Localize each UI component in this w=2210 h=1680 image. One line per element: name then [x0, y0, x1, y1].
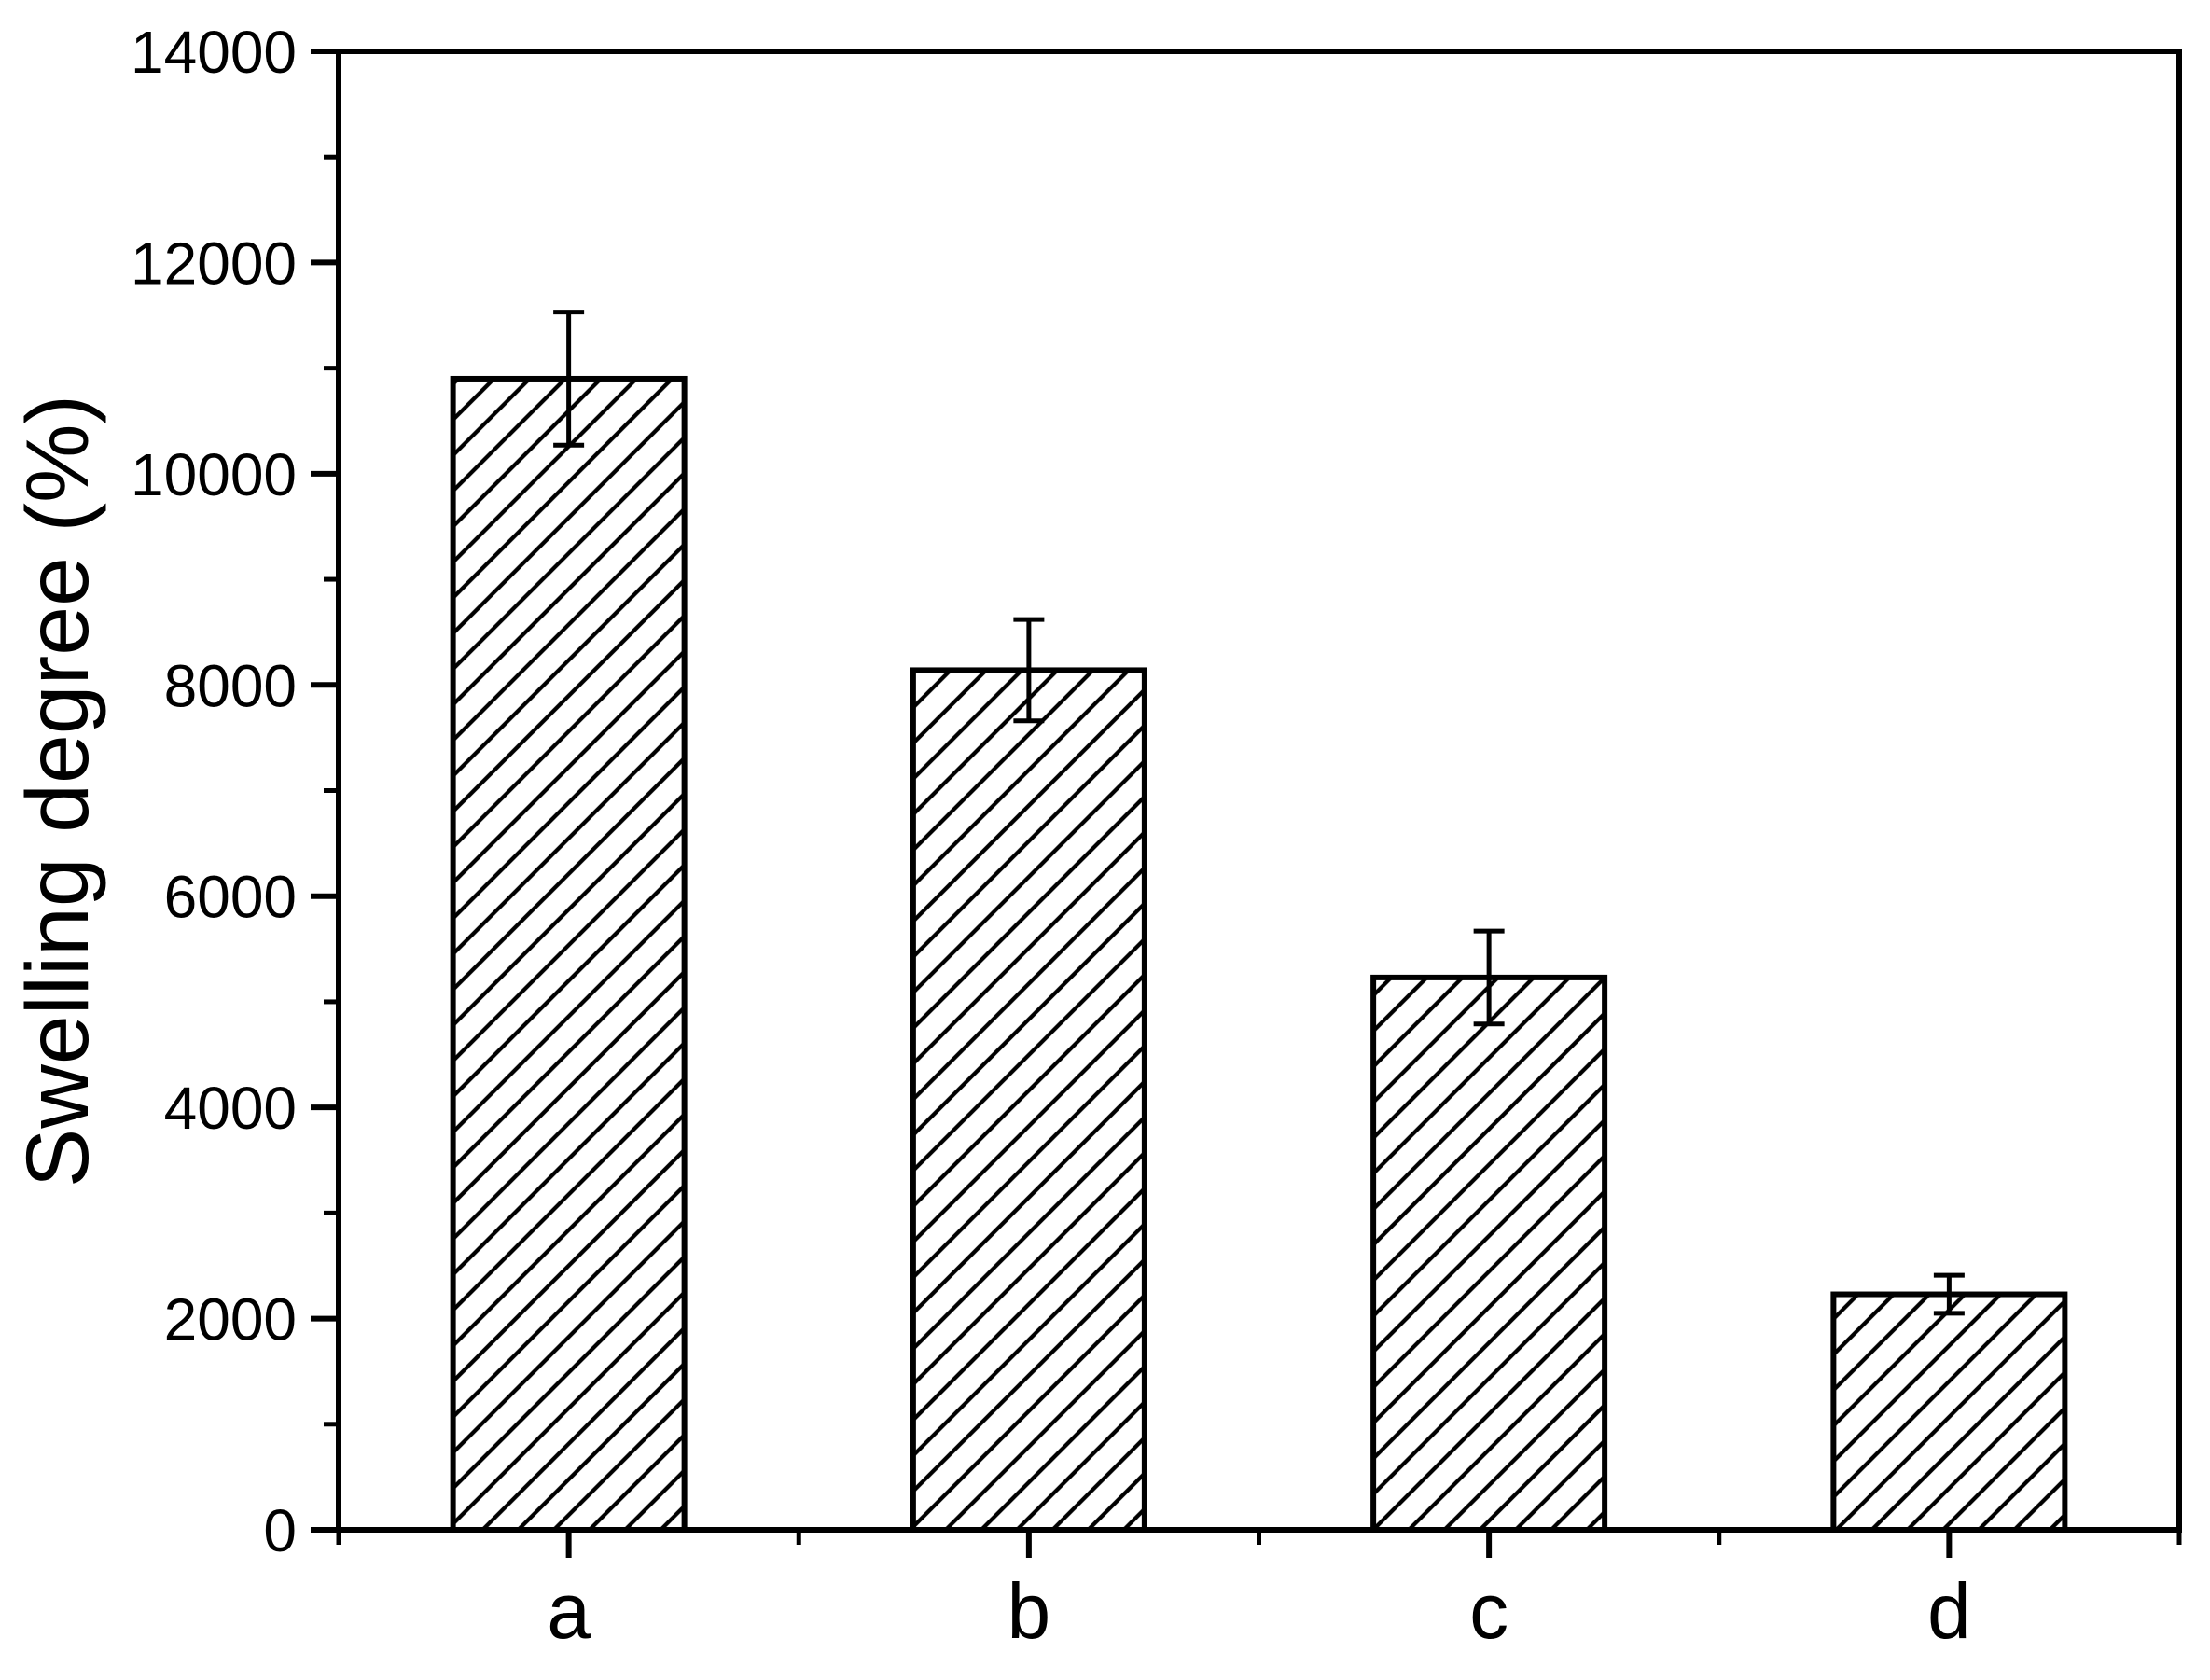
y-tick-label: 6000: [164, 864, 297, 931]
y-tick-label: 8000: [164, 652, 297, 719]
bar: [910, 667, 1147, 1533]
y-tick-label: 14000: [131, 19, 297, 86]
y-tick-label: 10000: [131, 441, 297, 508]
x-category-label: a: [547, 1567, 591, 1655]
bar: [1370, 974, 1608, 1533]
y-tick-label: 2000: [164, 1286, 297, 1354]
x-category-label: b: [1008, 1567, 1051, 1655]
bar: [1830, 1291, 2068, 1533]
plot-area: 0 2000 4000 6000 8000 10000 12000 14000 a b c d: [131, 19, 2182, 1655]
y-axis-title: Swelling degree (%): [8, 395, 107, 1187]
y-tick-label: 0: [263, 1497, 297, 1564]
y-tick-label: 4000: [164, 1075, 297, 1142]
axis-frame: [336, 49, 2182, 1533]
x-category-label: d: [1927, 1567, 1971, 1655]
x-category-label: c: [1469, 1567, 1508, 1655]
y-tick-label: 12000: [131, 229, 297, 297]
bar: [450, 375, 688, 1534]
